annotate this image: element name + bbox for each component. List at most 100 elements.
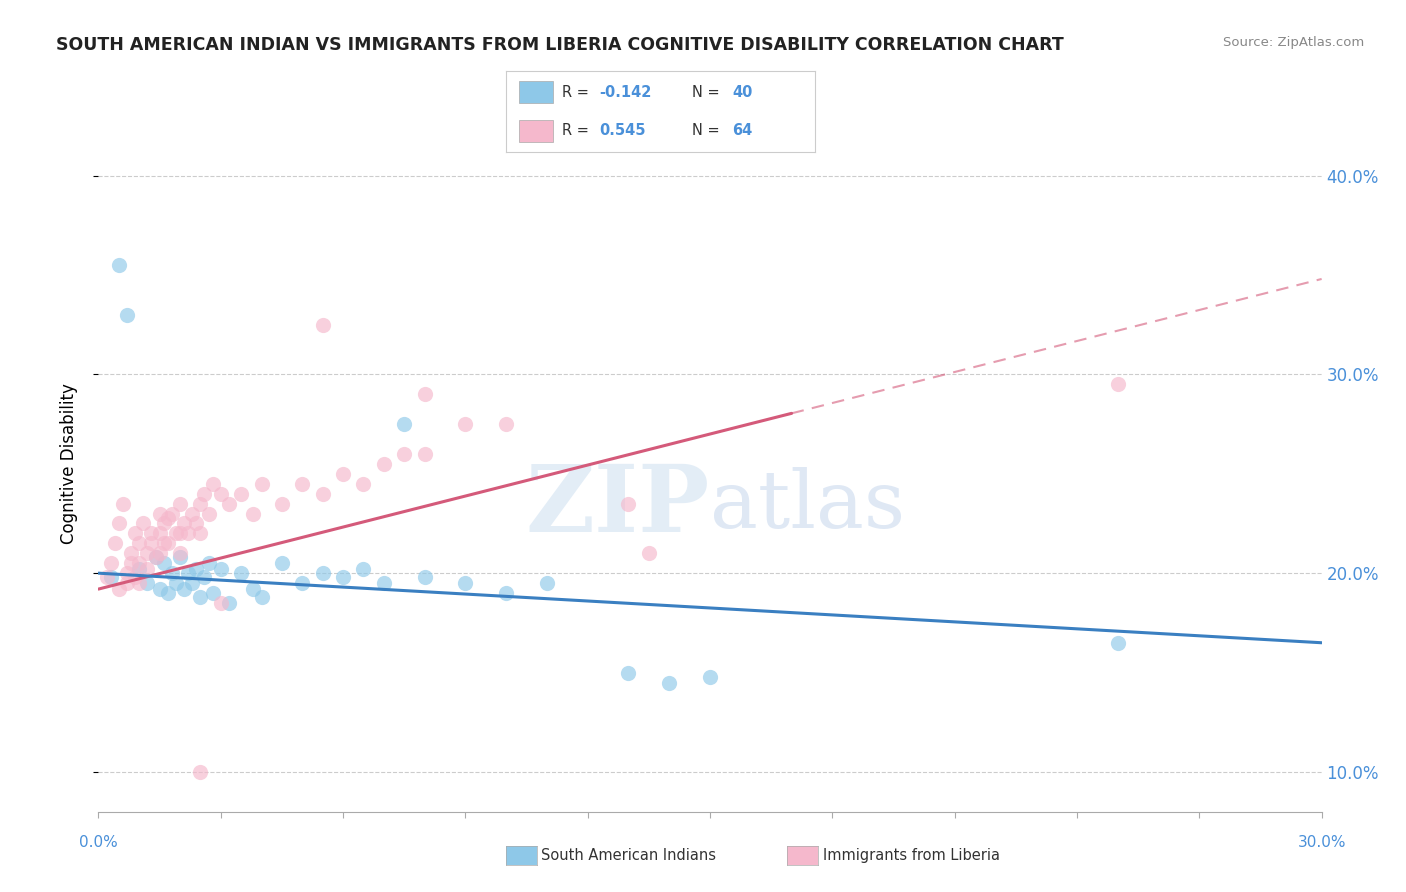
- Point: [201, 476, 224, 491]
- Point: [128, 556, 150, 570]
- Point: [188, 526, 212, 541]
- Text: ZIP: ZIP: [526, 460, 710, 550]
- Point: [332, 570, 354, 584]
- Point: [181, 507, 204, 521]
- FancyBboxPatch shape: [519, 81, 553, 103]
- Text: N =: N =: [692, 123, 724, 138]
- Point: [312, 486, 335, 500]
- Point: [156, 536, 179, 550]
- Point: [188, 590, 212, 604]
- Point: [128, 536, 150, 550]
- Point: [120, 546, 142, 560]
- Point: [173, 516, 195, 531]
- Point: [156, 586, 179, 600]
- Point: [392, 447, 416, 461]
- Point: [108, 258, 131, 272]
- Point: [218, 596, 240, 610]
- Point: [132, 516, 155, 531]
- Point: [193, 570, 215, 584]
- Point: [270, 497, 294, 511]
- Text: N =: N =: [692, 85, 724, 100]
- Point: [392, 417, 416, 431]
- Point: [108, 582, 131, 596]
- Point: [454, 576, 477, 591]
- Point: [197, 507, 219, 521]
- Point: [169, 550, 191, 565]
- Text: Source: ZipAtlas.com: Source: ZipAtlas.com: [1223, 36, 1364, 49]
- Point: [231, 566, 253, 581]
- Point: [250, 476, 273, 491]
- Point: [136, 576, 159, 591]
- FancyBboxPatch shape: [519, 120, 553, 142]
- Point: [495, 417, 517, 431]
- Point: [186, 516, 208, 531]
- Point: [242, 582, 264, 596]
- Point: [373, 457, 395, 471]
- Point: [152, 516, 174, 531]
- Point: [156, 510, 179, 524]
- Text: 40: 40: [733, 85, 752, 100]
- Text: 30.0%: 30.0%: [1298, 836, 1346, 850]
- Point: [111, 497, 134, 511]
- Point: [270, 556, 294, 570]
- Text: Immigrants from Liberia: Immigrants from Liberia: [823, 848, 1000, 863]
- Point: [1107, 636, 1129, 650]
- Point: [124, 570, 146, 584]
- Text: South American Indians: South American Indians: [541, 848, 716, 863]
- Point: [352, 476, 374, 491]
- Point: [617, 497, 640, 511]
- Point: [312, 566, 335, 581]
- Point: [169, 497, 191, 511]
- Point: [413, 570, 436, 584]
- Point: [149, 507, 172, 521]
- Point: [115, 566, 138, 581]
- Point: [104, 536, 127, 550]
- Point: [536, 576, 558, 591]
- Point: [218, 497, 240, 511]
- Point: [115, 576, 138, 591]
- Text: 0.0%: 0.0%: [79, 836, 118, 850]
- Point: [291, 576, 314, 591]
- Point: [169, 526, 191, 541]
- Point: [209, 596, 232, 610]
- Point: [242, 507, 264, 521]
- Point: [100, 570, 122, 584]
- Point: [495, 586, 517, 600]
- Point: [177, 526, 200, 541]
- Text: SOUTH AMERICAN INDIAN VS IMMIGRANTS FROM LIBERIA COGNITIVE DISABILITY CORRELATIO: SOUTH AMERICAN INDIAN VS IMMIGRANTS FROM…: [56, 36, 1064, 54]
- Point: [188, 764, 212, 779]
- Point: [181, 576, 204, 591]
- Text: R =: R =: [562, 85, 593, 100]
- Point: [169, 546, 191, 560]
- Point: [124, 526, 146, 541]
- Point: [1107, 377, 1129, 392]
- Point: [638, 546, 661, 560]
- Y-axis label: Cognitive Disability: Cognitive Disability: [59, 384, 77, 544]
- Point: [115, 308, 138, 322]
- Point: [699, 669, 721, 683]
- Point: [120, 556, 142, 570]
- Point: [136, 562, 159, 576]
- Point: [209, 486, 232, 500]
- Point: [152, 556, 174, 570]
- Point: [617, 665, 640, 680]
- Text: 64: 64: [733, 123, 752, 138]
- Point: [312, 318, 335, 332]
- Point: [152, 536, 174, 550]
- Point: [231, 486, 253, 500]
- Point: [96, 570, 118, 584]
- Point: [188, 497, 212, 511]
- Text: R =: R =: [562, 123, 593, 138]
- Point: [332, 467, 354, 481]
- Text: 0.545: 0.545: [599, 123, 645, 138]
- Point: [108, 516, 131, 531]
- Point: [373, 576, 395, 591]
- Text: -0.142: -0.142: [599, 85, 651, 100]
- Point: [197, 556, 219, 570]
- Point: [413, 447, 436, 461]
- Point: [201, 586, 224, 600]
- Point: [193, 486, 215, 500]
- Point: [141, 526, 163, 541]
- Point: [658, 675, 681, 690]
- Point: [141, 536, 163, 550]
